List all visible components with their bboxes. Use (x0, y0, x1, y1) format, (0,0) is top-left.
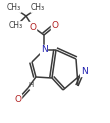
Text: N: N (41, 46, 47, 54)
Text: CH₃: CH₃ (9, 22, 23, 31)
Text: O: O (29, 23, 37, 31)
Text: O: O (15, 94, 21, 103)
Text: CH₃: CH₃ (7, 3, 21, 13)
Text: CH₃: CH₃ (31, 3, 45, 13)
Text: O: O (51, 22, 59, 31)
Text: N: N (81, 68, 87, 77)
Text: H: H (28, 82, 34, 88)
